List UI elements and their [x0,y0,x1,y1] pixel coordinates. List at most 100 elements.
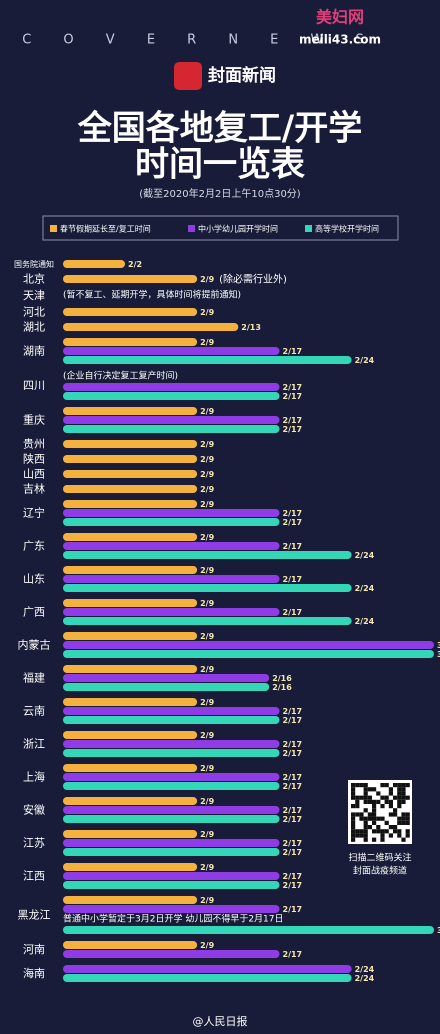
bar-label: 2/17 [283,425,303,434]
qr-cell [380,816,385,821]
bar-label: 2/9 [200,896,214,905]
region-name: 吉林 [23,482,45,496]
bar [63,407,198,415]
region-name: 陕西 [23,452,45,466]
bar [63,500,198,508]
brand: C O V E R N E W S [22,33,378,48]
qr-cell [355,804,360,809]
qr-caption: 封面战疫频道 [353,865,407,877]
bar-label: 2/17 [283,806,303,815]
region-name: 山东 [23,573,45,586]
bar-label: 2/17 [283,518,303,527]
bar [63,509,280,517]
qr-cell [367,799,372,804]
legend-label: 春节假期延长至/复工时间 [60,224,151,234]
bar-label: 2/24 [355,551,375,560]
bar [63,275,198,283]
logo-text: 封面新闻 [208,65,276,86]
row-note: (企业自行决定复工复产时间) [63,370,178,382]
bar [63,584,352,592]
row-note: 普通中小学暂定于3月2日开学 幼儿园不得早于2月17日 [63,913,284,925]
region-name: 山西 [23,468,45,481]
region-name: 重庆 [23,413,45,427]
region-name: 湖南 [23,345,45,358]
watermark: 美妇网 [316,8,364,27]
bar [63,773,280,781]
bar [63,608,280,616]
bar [63,863,198,871]
bar-label: 2/17 [283,872,303,881]
bar [63,518,280,526]
bar-label: 2/17 [283,905,303,914]
bar [63,830,198,838]
bar [63,683,270,691]
region-name: 四川 [23,379,45,392]
qr-cell [405,820,410,825]
title-line: 全国各地复工/开学 [77,109,362,149]
qr-cell [405,783,410,788]
qr-cell [372,812,377,817]
qr-cell [397,804,402,809]
bar [63,641,434,649]
qr-cell [359,812,364,817]
qr-cell [355,799,360,804]
qr-cell [363,808,368,813]
bar [63,347,280,355]
region-name: 北京 [23,272,45,286]
row-note: (除必需行业外) [219,273,287,286]
bar-label: 2/17 [283,950,303,959]
qr-code [348,780,412,844]
bar [63,383,280,391]
qr-cell [351,833,356,838]
qr-cell [384,820,389,825]
qr-cell [401,787,406,792]
bar-label: 2/24 [355,965,375,974]
qr-cell [405,829,410,834]
qr-cell [372,808,377,813]
title-line: 时间一览表 [135,145,305,185]
qr-cell [355,795,360,800]
bar-label: 2/9 [200,941,214,950]
bar-label: 2/17 [283,716,303,725]
qr-cell [380,837,385,842]
bar-label: 2/9 [200,308,214,317]
bar [63,896,198,904]
qr-cell [376,791,381,796]
bar-label: 2/17 [283,773,303,782]
bar-label: 2/17 [283,740,303,749]
qr-cell [397,787,402,792]
region-name: 江西 [23,870,45,883]
bar-label: 2/24 [355,584,375,593]
bar [63,356,352,364]
region-name: 广西 [23,606,45,619]
bar [63,416,280,424]
bar-label: 2/9 [200,485,214,494]
qr-cell [351,783,356,788]
bar-label: 2/9 [200,797,214,806]
qr-cell [359,829,364,834]
qr-cell [401,816,406,821]
bar [63,782,280,790]
bar [63,974,352,982]
bar-label: 2/9 [200,863,214,872]
bar [63,881,280,889]
qr-cell [351,829,356,834]
bar [63,566,198,574]
bar-label: 2/9 [200,632,214,641]
qr-caption: 扫描二维码关注 [348,852,411,864]
qr-cell [367,816,372,821]
qr-cell [393,812,398,817]
bar-label: 3/1 [437,926,440,935]
qr-cell [393,783,398,788]
row-note: (暂不复工、延期开学，具体时间将提前通知) [63,289,241,301]
region-name: 安徽 [23,803,45,817]
qr-cell [363,795,368,800]
legend-swatch [50,225,57,232]
bar-label: 2/24 [355,617,375,626]
qr-cell [359,783,364,788]
bar [63,425,280,433]
bar [63,731,198,739]
qr-cell [363,820,368,825]
watermark-url: meili43.com [299,33,381,47]
qr-cell [405,812,410,817]
